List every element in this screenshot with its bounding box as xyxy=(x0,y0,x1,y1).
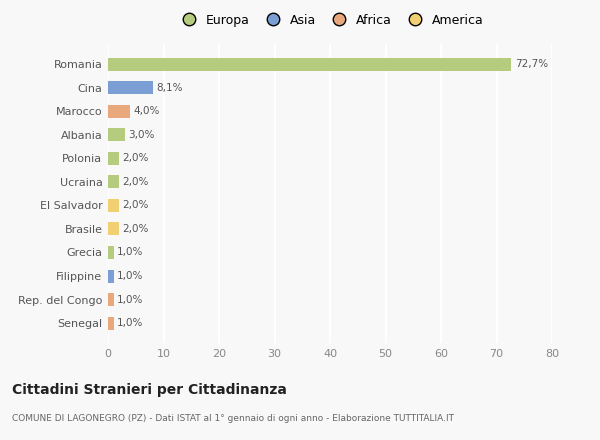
Bar xyxy=(108,199,119,212)
Bar xyxy=(108,152,119,165)
Text: 1,0%: 1,0% xyxy=(117,271,143,281)
Text: 3,0%: 3,0% xyxy=(128,130,154,140)
Text: 1,0%: 1,0% xyxy=(117,318,143,328)
Legend: Europa, Asia, Africa, America: Europa, Asia, Africa, America xyxy=(171,9,489,32)
Bar xyxy=(108,317,113,330)
Bar xyxy=(108,176,119,188)
Bar xyxy=(108,81,153,94)
Bar xyxy=(108,223,119,235)
Text: 4,0%: 4,0% xyxy=(134,106,160,116)
Text: 2,0%: 2,0% xyxy=(122,200,149,210)
Text: 2,0%: 2,0% xyxy=(122,177,149,187)
Bar xyxy=(108,105,130,117)
Text: 2,0%: 2,0% xyxy=(122,224,149,234)
Text: 1,0%: 1,0% xyxy=(117,247,143,257)
Text: Cittadini Stranieri per Cittadinanza: Cittadini Stranieri per Cittadinanza xyxy=(12,383,287,397)
Bar xyxy=(108,58,511,70)
Text: COMUNE DI LAGONEGRO (PZ) - Dati ISTAT al 1° gennaio di ogni anno - Elaborazione : COMUNE DI LAGONEGRO (PZ) - Dati ISTAT al… xyxy=(12,414,454,422)
Text: 1,0%: 1,0% xyxy=(117,294,143,304)
Bar xyxy=(108,270,113,282)
Bar xyxy=(108,128,125,141)
Text: 8,1%: 8,1% xyxy=(156,83,183,93)
Text: 72,7%: 72,7% xyxy=(515,59,548,69)
Text: 2,0%: 2,0% xyxy=(122,153,149,163)
Bar xyxy=(108,293,113,306)
Bar xyxy=(108,246,113,259)
